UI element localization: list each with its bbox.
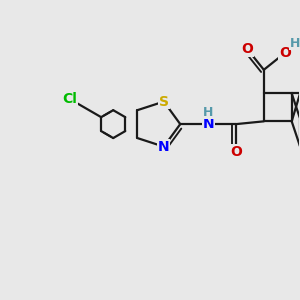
Text: S: S <box>159 94 169 109</box>
Text: H: H <box>290 37 300 50</box>
Text: N: N <box>202 117 214 131</box>
Text: H: H <box>203 106 213 119</box>
Text: Cl: Cl <box>62 92 77 106</box>
Text: N: N <box>158 140 170 154</box>
Text: O: O <box>279 46 291 60</box>
Text: O: O <box>241 42 253 56</box>
Text: O: O <box>230 145 242 159</box>
